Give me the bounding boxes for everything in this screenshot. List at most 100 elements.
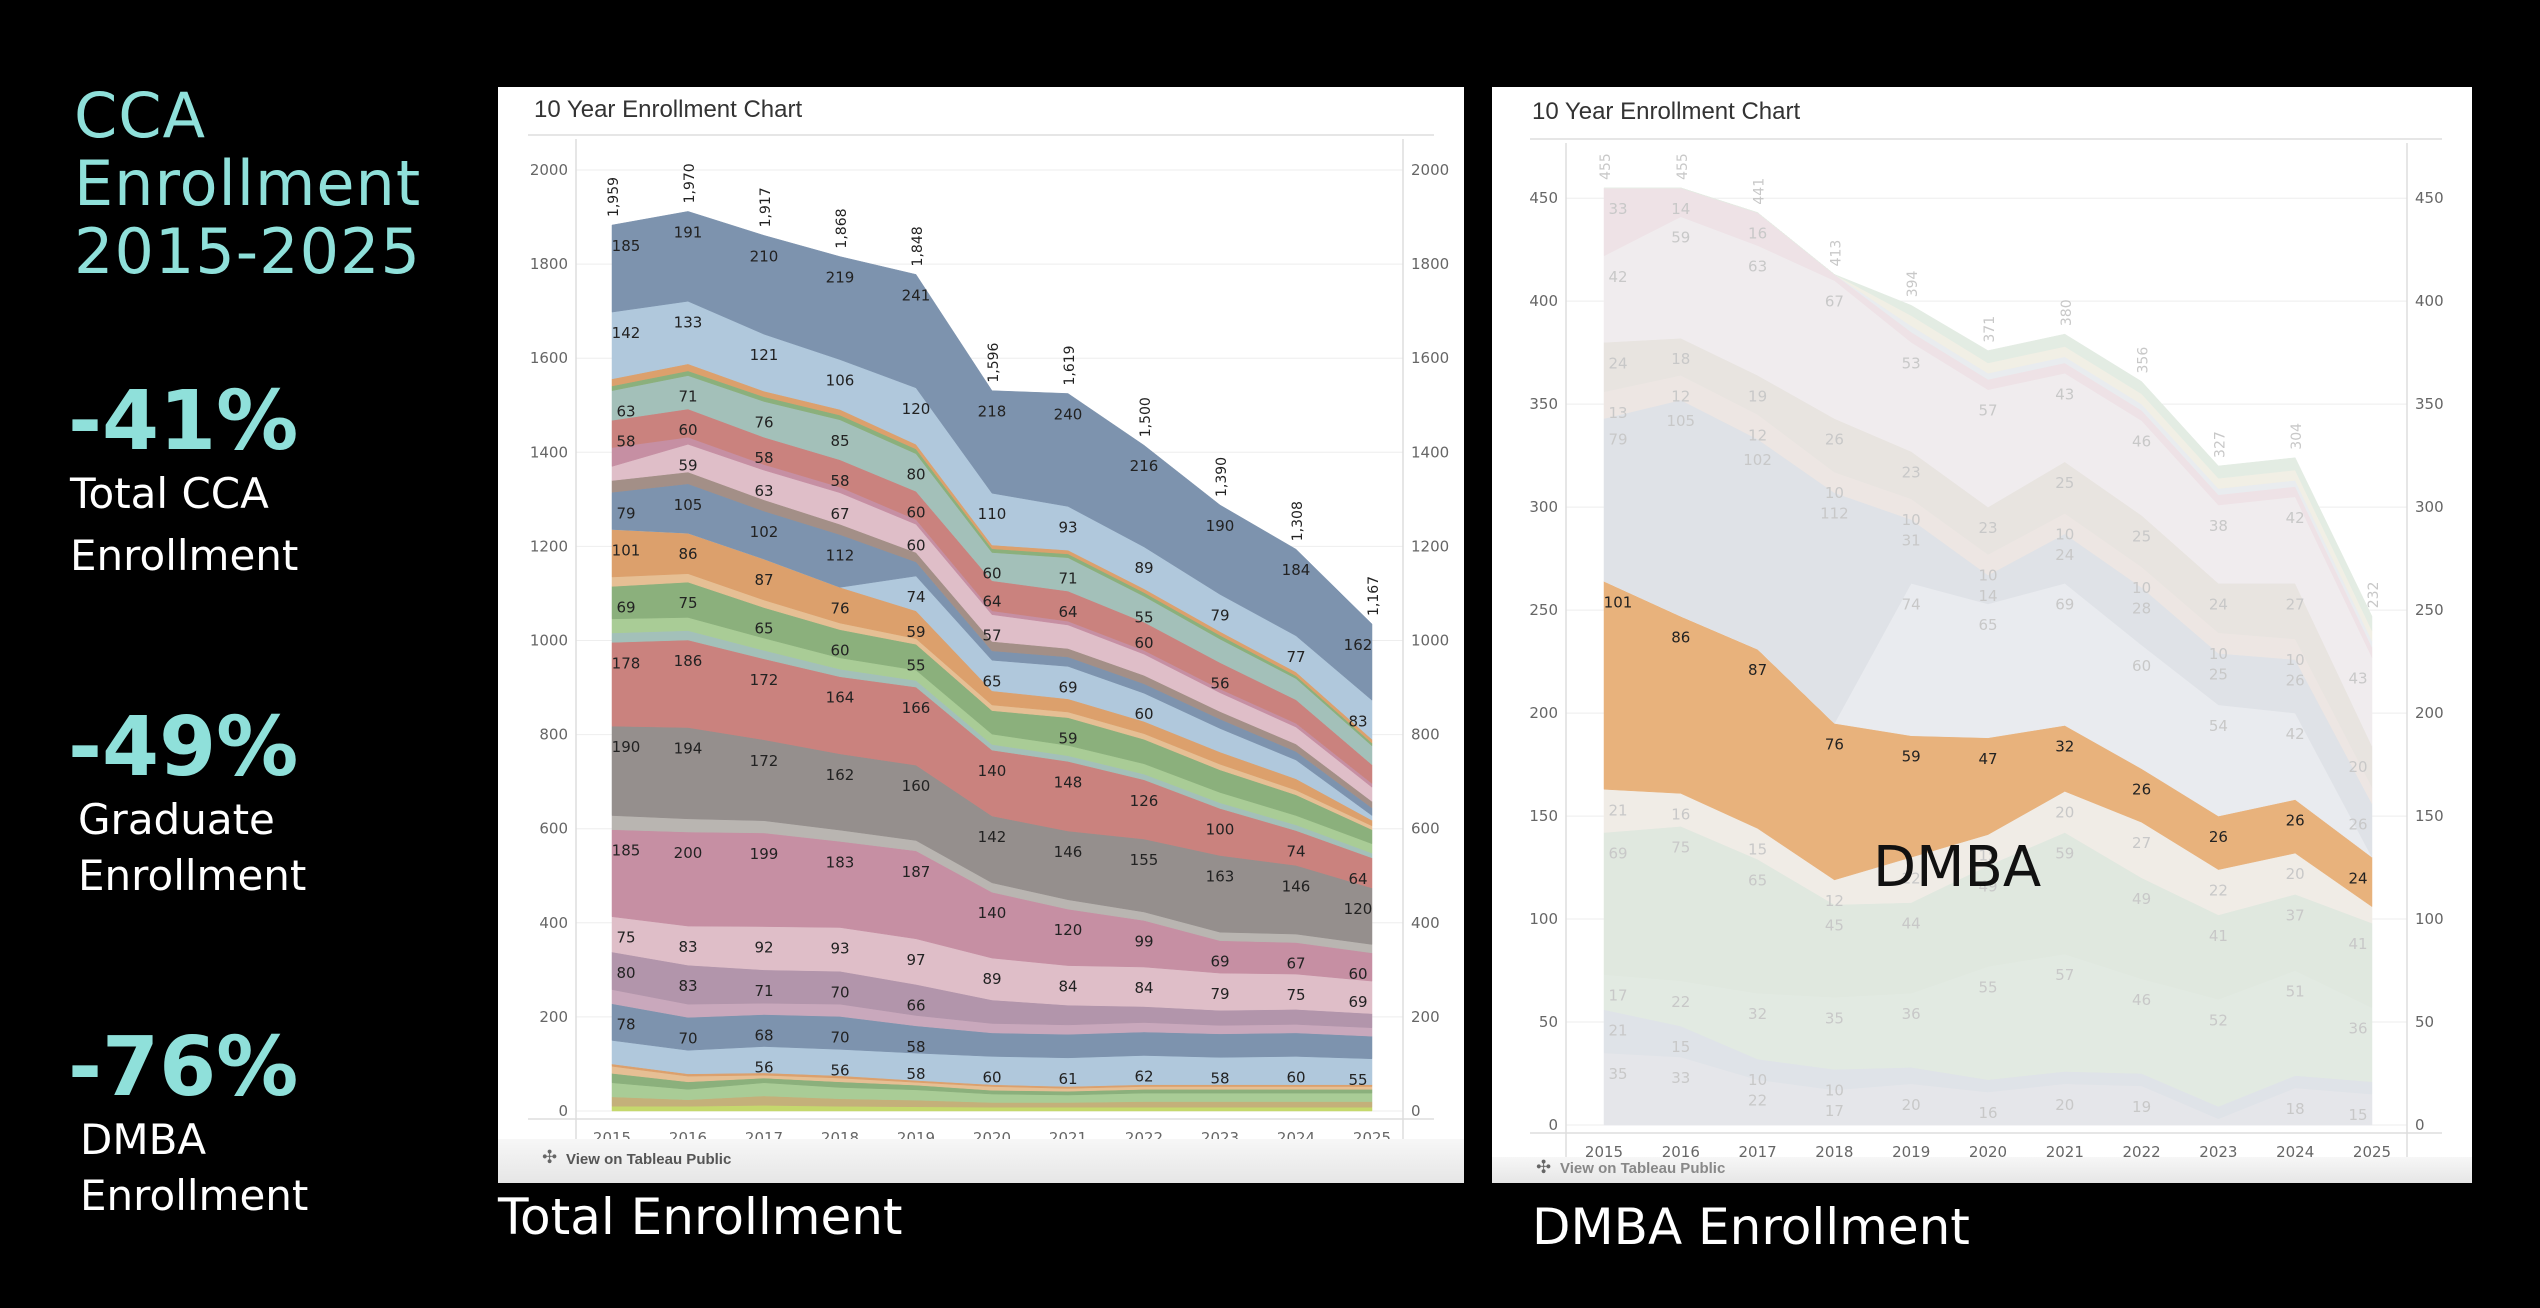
data-label: 46 [2132,433,2151,451]
stat-percent: -76% [68,1020,299,1115]
data-label: 33 [1671,1069,1690,1087]
data-label: 21 [1608,801,1627,819]
data-label: 41 [2348,935,2367,953]
y-tick-label-left: 400 [539,914,568,932]
data-label: 74 [906,588,925,606]
data-label: 60 [982,565,1001,583]
data-label: 155 [1130,851,1159,869]
data-label: 17 [1608,987,1627,1005]
data-label: 32 [1748,1005,1767,1023]
x-tick-label: 2022 [1125,1129,1163,1139]
data-label: 41 [2209,927,2228,945]
data-label: 43 [2348,669,2367,687]
data-label: 60 [678,421,697,439]
x-tick-label: 2022 [2123,1143,2161,1161]
title-line-3: 2015-2025 [74,215,421,288]
data-label: 24 [2348,869,2367,887]
data-label: 14 [1671,200,1690,218]
data-label: 120 [902,400,931,418]
y-tick-label-right: 0 [1411,1102,1421,1120]
data-label: 241 [902,286,931,304]
data-label: 146 [1054,843,1083,861]
y-tick-label-right: 1400 [1411,443,1449,461]
data-label: 62 [1134,1067,1153,1085]
data-label: 56 [754,1059,773,1077]
data-label: 49 [1978,877,1997,895]
data-label: 178 [612,654,641,672]
view-on-tableau-link[interactable]: View on Tableau Public [566,1151,732,1168]
data-label: 140 [978,904,1007,922]
y-tick-label-left: 150 [1529,807,1558,825]
y-tick-label-right: 400 [1411,914,1440,932]
y-tick-label-right: 250 [2415,601,2444,619]
data-label: 64 [1058,603,1077,621]
y-tick-label-left: 1000 [530,632,568,650]
data-label: 63 [616,403,635,421]
data-label: 26 [2132,781,2151,799]
data-label: 163 [1206,868,1235,886]
stat-dmba: -76% DMBA Enrollment [68,1024,308,1224]
data-label: 60 [906,536,925,554]
y-tick-label-right: 600 [1411,820,1440,838]
tableau-footer: ✣ View on Tableau Public [1492,1157,2472,1183]
data-label: 22 [2209,882,2228,900]
x-tick-label: 2018 [1815,1143,1853,1161]
stat-total-cca: -41% Total CCA Enrollment [68,378,298,584]
total-label: 371 [1982,316,1998,343]
data-label: 15 [1748,840,1767,858]
data-label: 35 [1608,1065,1627,1083]
data-label: 101 [1604,593,1633,611]
y-tick-label-right: 0 [2415,1116,2425,1134]
data-label: 75 [616,929,635,947]
x-tick-label: 2024 [2276,1143,2314,1161]
data-label: 75 [678,594,697,612]
y-tick-label-left: 250 [1529,601,1558,619]
total-label: 1,596 [986,342,1002,382]
y-tick-label-right: 1800 [1411,255,1449,273]
chart-title: 10 Year Enrollment Chart [534,96,803,123]
data-label: 56 [1210,675,1229,693]
data-label: 10 [1978,566,1997,584]
data-label: 23 [1902,464,1921,482]
data-label: 20 [1902,1096,1921,1114]
data-label: 57 [982,627,1001,645]
total-label: 1,970 [682,163,698,203]
x-tick-label: 2016 [669,1129,707,1139]
x-tick-label: 2019 [897,1129,935,1139]
data-label: 46 [2132,991,2151,1009]
data-label: 70 [830,983,849,1001]
data-label: 58 [1210,1069,1229,1087]
data-label: 20 [2348,758,2367,776]
data-label: 85 [830,432,849,450]
data-label: 87 [1748,661,1767,679]
data-label: 32 [2055,737,2074,755]
data-label: 69 [616,598,635,616]
data-label: 26 [2286,812,2305,830]
data-label: 12 [1671,387,1690,405]
total-enrollment-chart: 0 0 200 200 400 400 600 600 800 800 1000 1000 1200 12… [528,134,1449,1139]
x-tick-label: 2015 [1585,1143,1623,1161]
data-label: 55 [1134,608,1153,626]
y-tick-label-left: 0 [558,1102,568,1120]
data-label: 15 [1671,1038,1690,1056]
data-label: 19 [2132,1098,2151,1116]
view-on-tableau-link[interactable]: View on Tableau Public [1560,1160,1726,1177]
x-tick-label: 2020 [1969,1143,2007,1161]
tableau-icon: ✣ [1536,1157,1552,1178]
y-tick-label-left: 200 [539,1008,568,1026]
page-title: CCA Enrollment 2015-2025 [74,82,421,286]
stat-label-line: Graduate [78,795,275,844]
x-tick-label: 2016 [1662,1143,1700,1161]
y-tick-label-left: 1400 [530,443,568,461]
data-label: 75 [1286,986,1305,1004]
data-label: 10 [1748,1071,1767,1089]
data-label: 67 [1825,293,1844,311]
data-label: 66 [906,996,925,1014]
data-label: 83 [678,938,697,956]
data-label: 53 [1902,354,1921,372]
y-tick-label-left: 50 [1539,1013,1558,1031]
data-label: 54 [2209,717,2228,735]
data-label: 22 [1671,993,1690,1011]
data-label: 16 [1671,805,1690,823]
data-label: 59 [678,456,697,474]
